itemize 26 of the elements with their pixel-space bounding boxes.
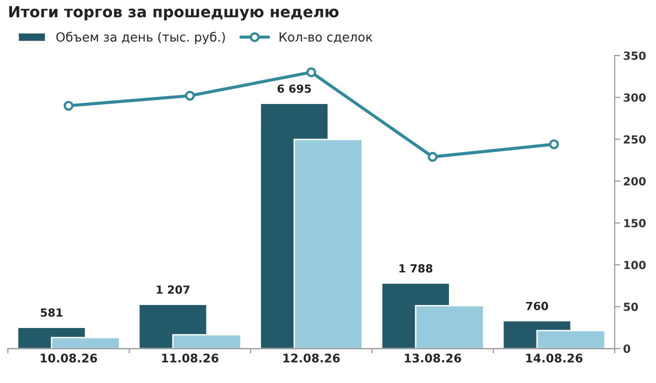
x-tick-label: 12.08.26 (283, 354, 340, 363)
point (306, 67, 316, 78)
point (549, 139, 559, 150)
x-tick-label: 11.08.26 (162, 354, 218, 363)
y2-tick-label: 0 (624, 344, 630, 353)
y2-tick-label: 350 (624, 52, 646, 60)
data-label: 1 207 (156, 285, 190, 294)
y2-tick-label: 150 (624, 218, 646, 228)
point (184, 90, 195, 101)
legend-label: Кол-во сделок (280, 32, 372, 44)
data-label: 581 (40, 308, 62, 317)
x-tick-label: 10.08.26 (40, 354, 98, 363)
y2-tick-label: 50 (624, 302, 638, 312)
y2-tick-label: 200 (624, 177, 646, 186)
data-label: 6 695 (278, 84, 311, 93)
y2-tick-label: 300 (624, 93, 646, 102)
data-label: 760 (526, 302, 548, 310)
point (64, 100, 74, 111)
x-tick-label: 13.08.26 (404, 354, 462, 363)
y2-tick-label: 250 (624, 135, 646, 144)
legend-label: Объем за день (тыс. руб.) (56, 32, 225, 44)
point (428, 152, 438, 162)
chart-title: Итоги торгов за прошедшую неделю (9, 6, 339, 21)
y2-tick-label: 100 (624, 260, 646, 270)
data-label: 1 788 (400, 264, 432, 273)
x-tick-label: 14.08.26 (526, 354, 582, 363)
